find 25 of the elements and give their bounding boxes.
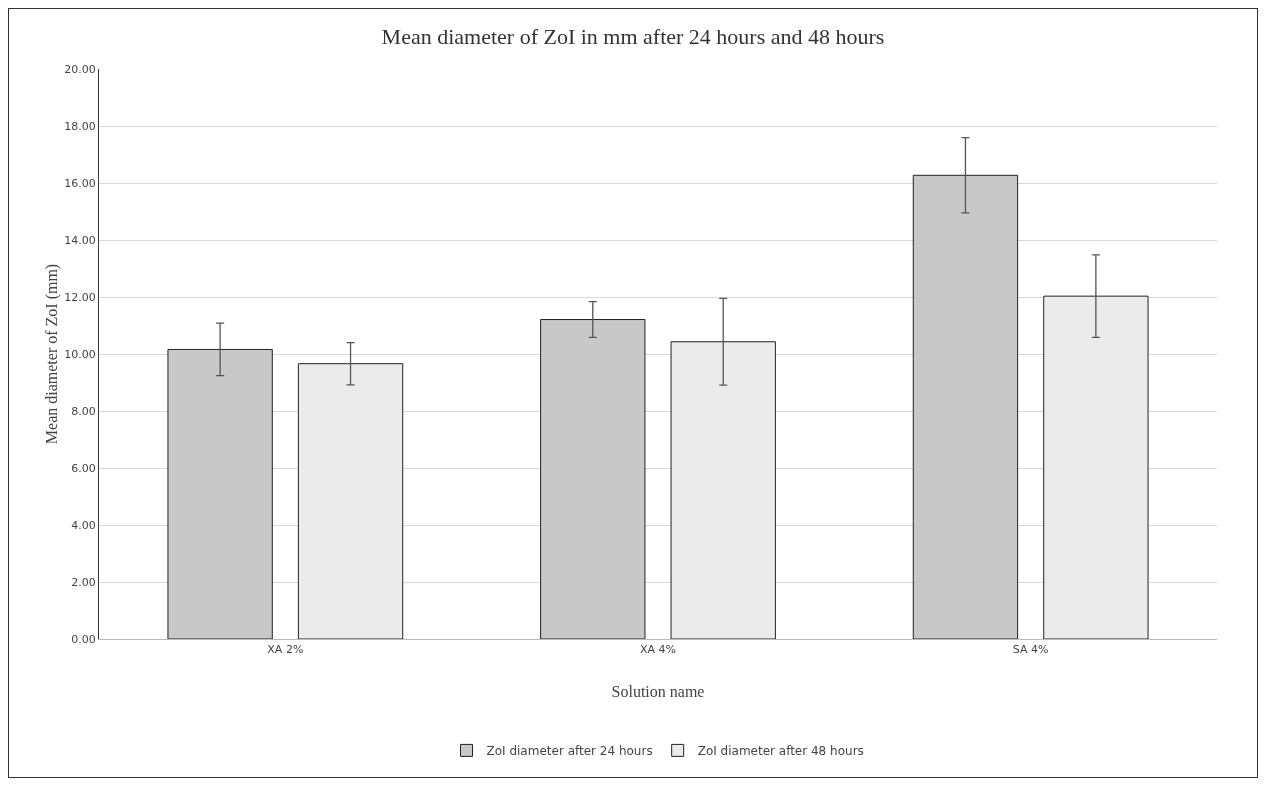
bar [167, 348, 273, 639]
y-tick-label: 18.00 [64, 119, 96, 133]
bar [912, 174, 1019, 639]
bar [540, 319, 646, 639]
y-tick-label: 12.00 [64, 290, 96, 304]
x-tick-label: XA 4% [639, 643, 677, 657]
y-tick-label: 20.00 [64, 62, 96, 76]
y-tick-label: 16.00 [64, 176, 96, 190]
bar [1043, 295, 1149, 639]
y-tick-label: 6.00 [71, 461, 96, 475]
y-tick-label: 8.00 [71, 404, 96, 418]
y-tick-label: 4.00 [71, 518, 96, 532]
chart-title: Mean diameter of ZoI in mm after 24 hours and 48 hours [381, 23, 885, 49]
y-tick-label: 10.00 [64, 347, 96, 361]
legend-label: ZoI diameter after 48 hours [697, 744, 864, 759]
y-tick-label: 0.00 [71, 632, 96, 646]
x-tick-label: SA 4% [1012, 643, 1049, 657]
y-tick-label: 14.00 [64, 233, 96, 247]
bar [670, 341, 776, 639]
legend-label: ZoI diameter after 24 hours [486, 744, 653, 759]
x-axis-title: Solution name [611, 683, 705, 700]
bar [297, 363, 404, 639]
y-axis-title: Mean diameter of ZoI (mm) [43, 263, 61, 445]
y-tick-label: 2.00 [71, 575, 96, 589]
x-tick-label: XA 2% [267, 643, 304, 657]
